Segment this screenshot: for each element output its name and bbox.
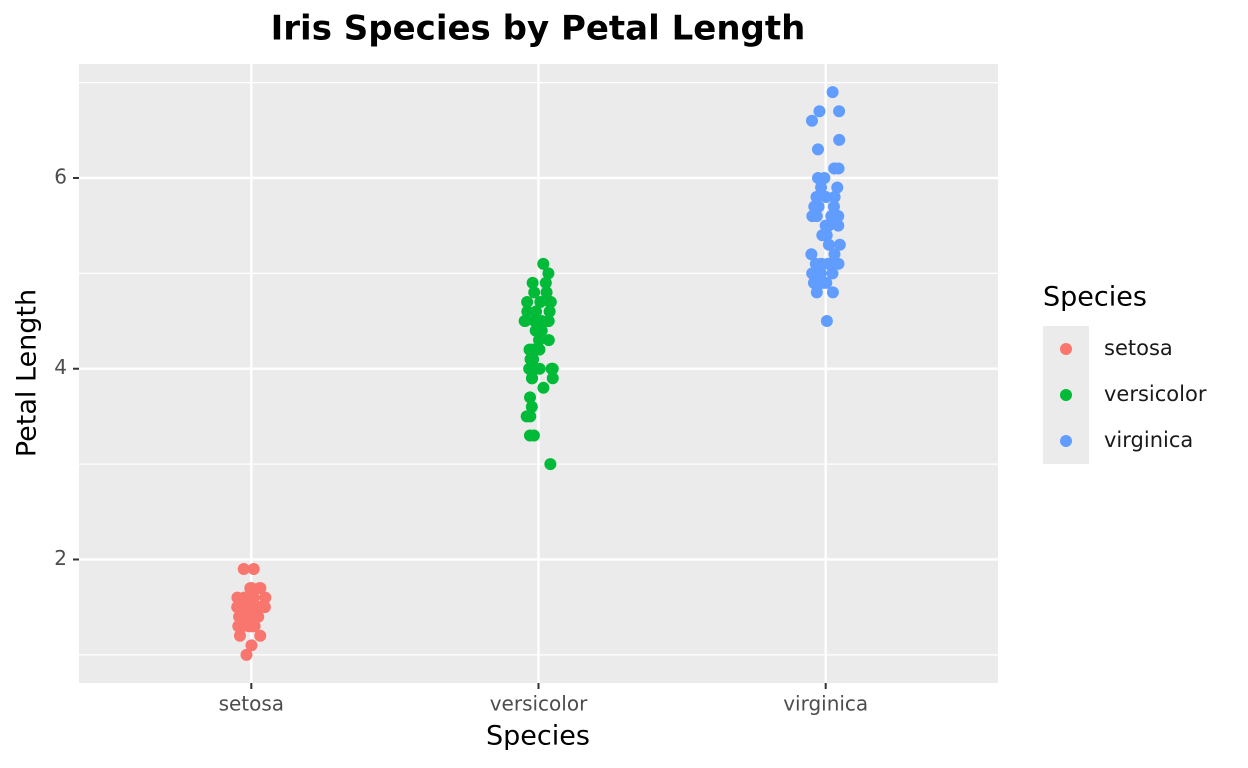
point — [543, 305, 556, 318]
x-tick-label: setosa — [219, 692, 284, 716]
point — [826, 267, 839, 280]
point — [231, 591, 244, 604]
legend-label: versicolor — [1104, 382, 1207, 406]
legend-title: Species — [1043, 282, 1147, 313]
point — [833, 105, 846, 118]
point — [805, 114, 818, 127]
chart-title: Iris Species by Petal Length — [271, 9, 806, 49]
legend-label: virginica — [1104, 428, 1193, 452]
point — [832, 219, 845, 232]
point — [251, 601, 264, 614]
point — [820, 276, 833, 289]
point — [532, 315, 545, 328]
point — [819, 191, 832, 204]
point — [525, 353, 538, 366]
point — [540, 286, 553, 299]
point — [826, 86, 839, 99]
point — [542, 334, 555, 347]
point — [529, 343, 542, 356]
point — [822, 238, 835, 251]
point — [238, 610, 251, 623]
legend-key — [1060, 389, 1072, 401]
point — [537, 381, 550, 394]
point — [240, 648, 253, 661]
point — [537, 257, 550, 270]
point — [828, 191, 841, 204]
point — [530, 305, 543, 318]
point — [825, 210, 838, 223]
point — [245, 639, 258, 652]
point — [529, 324, 542, 337]
y-tick-label: 6 — [54, 164, 67, 188]
y-tick-label: 4 — [54, 355, 67, 379]
x-axis-label: Species — [486, 721, 590, 752]
point — [542, 267, 555, 280]
x-tick-label: virginica — [783, 692, 868, 716]
point — [806, 267, 819, 280]
point — [820, 315, 833, 328]
point — [518, 315, 531, 328]
point — [521, 295, 534, 308]
point — [544, 295, 557, 308]
point — [232, 601, 245, 614]
point — [534, 295, 547, 308]
point — [533, 334, 546, 347]
point — [253, 582, 266, 595]
point — [246, 620, 259, 633]
point — [816, 229, 829, 242]
point — [827, 200, 840, 213]
point — [528, 286, 541, 299]
point — [826, 286, 839, 299]
point — [811, 143, 824, 156]
point — [233, 629, 246, 642]
point — [520, 410, 533, 423]
point — [810, 191, 823, 204]
point — [813, 105, 826, 118]
point — [807, 276, 820, 289]
point — [521, 305, 534, 318]
legend-label: setosa — [1104, 336, 1173, 360]
point — [259, 591, 272, 604]
point — [833, 133, 846, 146]
point — [546, 362, 559, 375]
point — [525, 372, 538, 385]
point — [832, 162, 845, 175]
point — [523, 362, 536, 375]
point — [805, 248, 818, 261]
y-tick-label: 2 — [54, 546, 67, 570]
point — [546, 372, 559, 385]
point — [526, 276, 539, 289]
point — [247, 563, 260, 576]
point — [833, 238, 846, 251]
point — [245, 582, 258, 595]
legend-key — [1060, 343, 1072, 355]
point — [232, 620, 245, 633]
point — [246, 591, 259, 604]
point — [237, 563, 250, 576]
point — [810, 210, 823, 223]
point — [243, 601, 256, 614]
point — [812, 200, 825, 213]
point — [254, 629, 267, 642]
point — [832, 257, 845, 270]
y-axis-label: Petal Length — [12, 289, 43, 457]
point — [250, 610, 263, 623]
marks — [231, 86, 846, 661]
point — [812, 171, 825, 184]
point — [814, 267, 827, 280]
point — [810, 286, 823, 299]
point — [539, 276, 552, 289]
point — [524, 391, 537, 404]
point — [822, 219, 835, 232]
point — [544, 458, 557, 471]
point — [525, 400, 538, 413]
point — [828, 248, 841, 261]
point — [831, 181, 844, 194]
point — [815, 181, 828, 194]
legend-key — [1060, 435, 1072, 447]
point — [821, 257, 834, 270]
point — [527, 429, 540, 442]
x-tick-label: versicolor — [490, 692, 588, 716]
